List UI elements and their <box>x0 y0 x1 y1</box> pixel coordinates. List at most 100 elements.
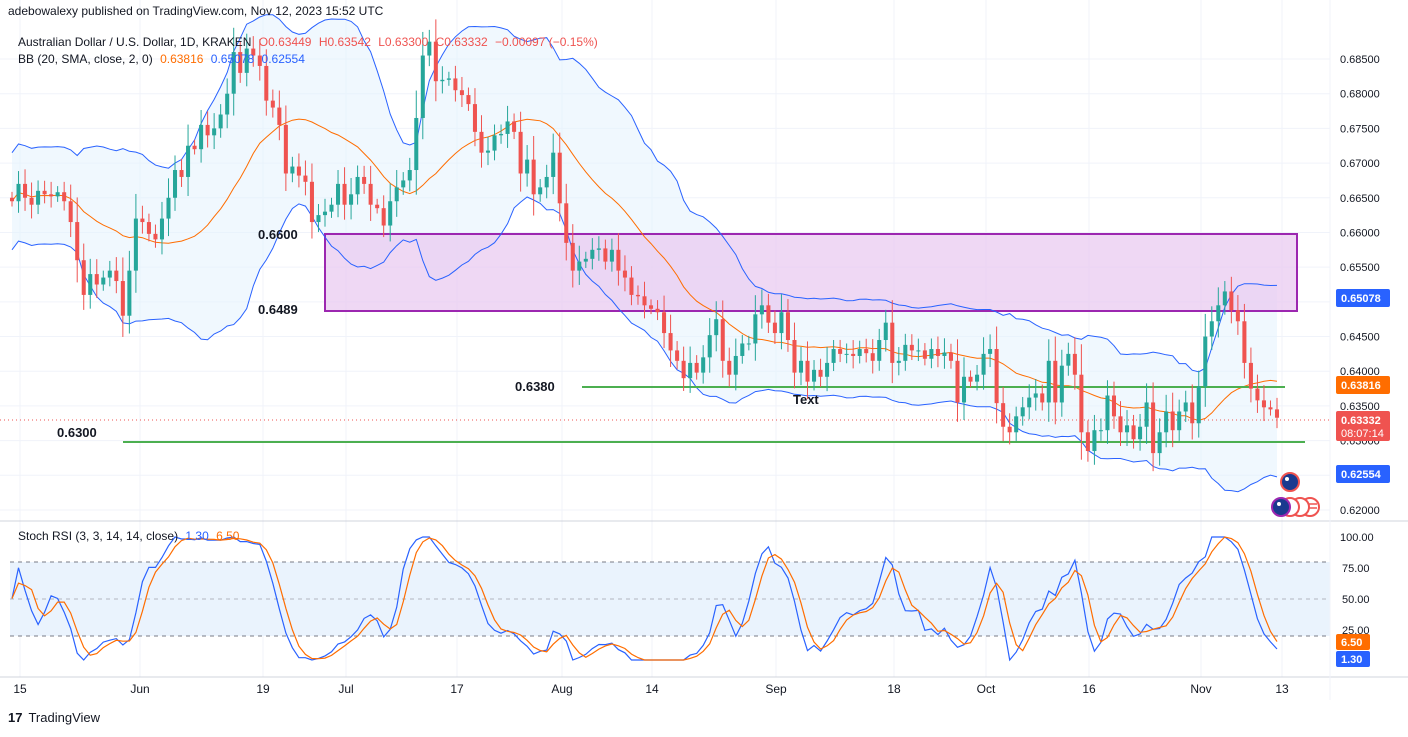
symbol-name: Australian Dollar / U.S. Dollar, 1D, KRA… <box>18 35 252 49</box>
candle-body <box>251 48 256 56</box>
time-tick: Oct <box>977 682 996 696</box>
price-tick: 0.67500 <box>1340 123 1380 135</box>
candle-body <box>792 340 797 373</box>
candle <box>1268 400 1273 416</box>
candle-body <box>329 204 334 212</box>
candle-body <box>459 90 464 96</box>
svg-text:0.65078: 0.65078 <box>1341 293 1381 305</box>
candle-body <box>231 52 236 94</box>
candle-body <box>916 350 921 352</box>
bb-legend[interactable]: BB (20, SMA, close, 2, 0) 0.63816 0.6507… <box>18 52 309 66</box>
price-tick: 0.64500 <box>1340 332 1380 344</box>
candle-body <box>192 145 197 150</box>
candle <box>1235 295 1240 335</box>
level-label-6380: 0.6380 <box>515 379 555 394</box>
candle <box>564 183 569 261</box>
stoch-tick: 50.00 <box>1342 594 1370 606</box>
candle <box>1183 390 1188 423</box>
candle <box>336 170 341 218</box>
candle <box>948 343 953 369</box>
candle <box>146 213 151 242</box>
candle-body <box>1261 400 1266 408</box>
candle <box>740 334 745 364</box>
candle <box>975 364 980 391</box>
candle-body <box>975 374 980 382</box>
candle <box>179 158 184 187</box>
candle-body <box>316 215 321 223</box>
candle <box>225 78 230 129</box>
candle-body <box>1092 430 1097 452</box>
candle <box>707 318 712 373</box>
candle-body <box>838 349 843 354</box>
candle <box>1151 382 1156 472</box>
candle-body <box>740 343 745 356</box>
candle <box>720 300 725 378</box>
time-axis[interactable]: 15 Jun 19 Jul 17 Aug 14 Sep 18 Oct 16 Nov 13 <box>13 682 1289 696</box>
candle-body <box>388 201 393 226</box>
candle <box>472 88 477 147</box>
candle-body <box>427 41 432 56</box>
candle <box>1053 336 1058 425</box>
candle <box>642 281 647 319</box>
candle-body <box>244 48 249 73</box>
candle <box>825 346 830 392</box>
candle-body <box>785 312 790 341</box>
candle-body <box>1040 393 1045 403</box>
candle-body <box>336 183 341 205</box>
price-axis[interactable]: 0.68500 0.68000 0.67500 0.67000 0.66500 0.660… <box>1340 54 1380 517</box>
candle-body <box>199 124 204 150</box>
candle <box>401 172 406 195</box>
event-flag-au-icon[interactable] <box>1280 472 1300 492</box>
candle <box>238 40 243 83</box>
candle <box>1125 410 1130 447</box>
candle <box>81 243 86 310</box>
candle-body <box>805 360 810 382</box>
candle <box>420 31 425 140</box>
candle <box>662 295 667 349</box>
candle-body <box>635 294 641 297</box>
candle-body <box>401 180 406 188</box>
candle <box>309 163 314 239</box>
event-flags-group-icon[interactable] <box>1271 497 1320 517</box>
candle-body <box>68 201 73 223</box>
candle <box>1040 384 1045 411</box>
stoch-axis[interactable]: 100.00 75.00 50.00 25.00 <box>1340 532 1374 637</box>
price-tick: 0.66000 <box>1340 227 1380 239</box>
candle-body <box>466 95 471 105</box>
candle-body <box>1046 360 1051 403</box>
stoch-rsi-lines <box>11 536 1278 662</box>
footer-brand[interactable]: 17 TradingView <box>8 710 100 725</box>
candle-body <box>414 117 419 171</box>
candle <box>153 224 158 248</box>
candle-body <box>94 274 99 285</box>
candle-body <box>1151 402 1156 454</box>
candle-body <box>525 159 530 174</box>
candle <box>433 19 438 102</box>
stoch-legend[interactable]: Stoch RSI (3, 3, 14, 14, close) 1.30 6.5… <box>18 529 243 543</box>
candle-body <box>988 349 993 354</box>
candle-body <box>655 308 660 313</box>
candle <box>1027 384 1032 420</box>
candle <box>342 167 347 220</box>
candle-body <box>1170 411 1175 431</box>
candle <box>1033 379 1038 411</box>
svg-text:6.50: 6.50 <box>1341 637 1362 649</box>
candle <box>733 338 738 391</box>
candle <box>681 346 686 391</box>
candle <box>1138 413 1143 451</box>
candle <box>942 338 947 369</box>
symbol-legend[interactable]: Australian Dollar / U.S. Dollar, 1D, KRA… <box>18 35 602 49</box>
candle <box>544 164 549 199</box>
candle <box>29 182 34 219</box>
candle-body <box>570 242 575 271</box>
candle <box>766 293 771 333</box>
candle <box>159 201 164 255</box>
candle <box>264 49 269 116</box>
candle <box>388 183 393 242</box>
time-tick: Jun <box>130 682 149 696</box>
candle <box>935 336 940 368</box>
candle-body <box>1085 432 1090 452</box>
candle-body <box>955 360 960 403</box>
candle-body <box>727 360 732 375</box>
